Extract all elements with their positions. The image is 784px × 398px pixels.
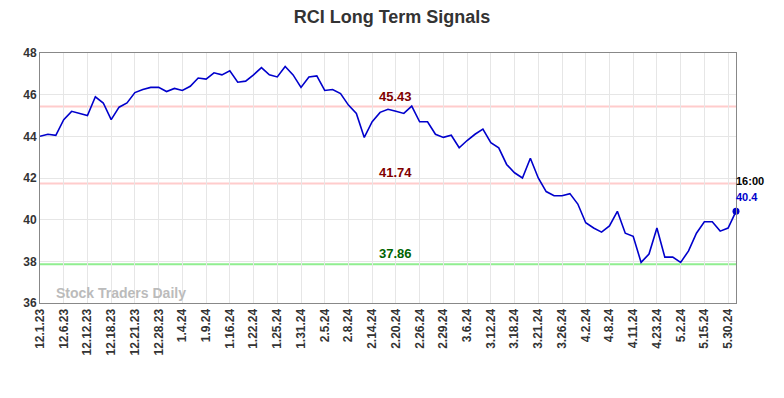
svg-text:12.1.23: 12.1.23 (33, 308, 47, 348)
svg-text:1.16.24: 1.16.24 (223, 308, 237, 348)
svg-text:46: 46 (23, 88, 37, 102)
svg-text:2.26.24: 2.26.24 (413, 308, 427, 348)
svg-text:3.6.24: 3.6.24 (460, 308, 474, 342)
svg-text:1.25.24: 1.25.24 (270, 308, 284, 348)
svg-text:16:00: 16:00 (736, 175, 764, 187)
svg-text:38: 38 (23, 255, 37, 269)
svg-text:41.74: 41.74 (379, 165, 412, 180)
svg-text:45.43: 45.43 (379, 89, 412, 104)
svg-text:40: 40 (23, 213, 37, 227)
svg-text:Stock Traders Daily: Stock Traders Daily (56, 285, 186, 301)
svg-text:4.23.24: 4.23.24 (650, 308, 664, 348)
svg-text:12.18.23: 12.18.23 (104, 308, 118, 355)
svg-text:5.2.24: 5.2.24 (674, 308, 688, 342)
svg-text:44: 44 (23, 130, 37, 144)
svg-text:2.8.24: 2.8.24 (341, 308, 355, 342)
svg-text:1.22.24: 1.22.24 (246, 308, 260, 348)
svg-text:1.4.24: 1.4.24 (175, 308, 189, 342)
svg-text:3.26.24: 3.26.24 (555, 308, 569, 348)
svg-text:12.21.23: 12.21.23 (128, 308, 142, 355)
svg-text:1.31.24: 1.31.24 (294, 308, 308, 348)
svg-text:4.8.24: 4.8.24 (602, 308, 616, 342)
svg-text:37.86: 37.86 (379, 246, 412, 261)
svg-text:3.21.24: 3.21.24 (531, 308, 545, 348)
svg-text:1.9.24: 1.9.24 (199, 308, 213, 342)
svg-text:36: 36 (23, 296, 37, 310)
svg-text:2.29.24: 2.29.24 (436, 308, 450, 348)
svg-text:12.12.23: 12.12.23 (80, 308, 94, 355)
svg-text:3.12.24: 3.12.24 (484, 308, 498, 348)
svg-text:4.11.24: 4.11.24 (626, 308, 640, 348)
svg-text:2.14.24: 2.14.24 (365, 308, 379, 348)
svg-text:5.30.24: 5.30.24 (721, 308, 735, 348)
svg-text:12.6.23: 12.6.23 (57, 308, 71, 348)
svg-text:2.20.24: 2.20.24 (389, 308, 403, 348)
svg-text:12.28.23: 12.28.23 (152, 308, 166, 355)
svg-text:3.18.24: 3.18.24 (507, 308, 521, 348)
svg-text:5.15.24: 5.15.24 (697, 308, 711, 348)
svg-text:48: 48 (23, 46, 37, 60)
svg-text:RCI Long Term Signals: RCI Long Term Signals (294, 7, 491, 27)
svg-text:40.4: 40.4 (736, 191, 758, 203)
svg-text:4.2.24: 4.2.24 (579, 308, 593, 342)
svg-text:42: 42 (23, 171, 37, 185)
svg-text:2.5.24: 2.5.24 (318, 308, 332, 342)
